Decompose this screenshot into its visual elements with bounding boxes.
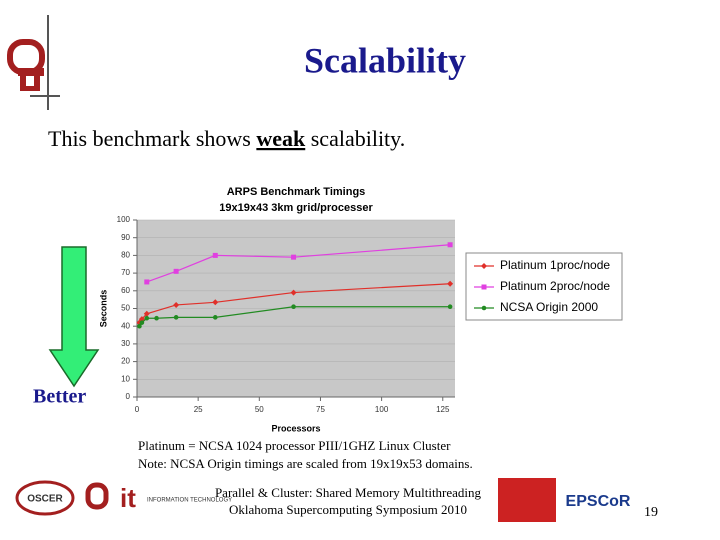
y-tick-label: 50: [121, 304, 130, 313]
body-text: This benchmark shows weak scalability.: [48, 126, 405, 151]
y-tick-label: 80: [121, 251, 130, 260]
ou-logo: [7, 39, 45, 91]
y-tick-label: 10: [121, 374, 130, 383]
marker: [137, 323, 142, 329]
y-tick-label: 60: [121, 286, 130, 295]
text-run: This benchmark shows: [48, 126, 256, 151]
marker: [143, 310, 150, 317]
logo-bar: OSCER it INFORMATION TECHNOLOGY EPSCoR: [15, 478, 631, 522]
marker: [154, 315, 159, 321]
emphasis: weak: [256, 126, 306, 151]
logo-text: OSCER: [27, 494, 63, 505]
chart-title: ARPS Benchmark Timings: [227, 186, 366, 198]
marker: [139, 320, 145, 325]
legend-label: Platinum 2proc/node: [500, 279, 610, 293]
note: Platinum = NCSA 1024 processor PIII/1GHZ…: [138, 438, 451, 453]
marker: [173, 268, 179, 274]
marker: [291, 304, 296, 310]
note: Note: NCSA Origin timings are scaled fro…: [138, 456, 473, 471]
logo-text: INFORMATION TECHNOLOGY: [147, 498, 232, 504]
footer-line: Oklahoma Supercomputing Symposium 2010: [229, 502, 467, 517]
legend-label: NCSA Origin 2000: [500, 300, 598, 314]
marker: [290, 289, 297, 296]
chart: ARPS Benchmark Timings 19x19x43 3km grid/…: [98, 186, 623, 433]
x-tick-label: 50: [255, 405, 264, 414]
marker: [212, 252, 218, 258]
x-tick-label: 0: [135, 405, 140, 414]
x-tick-label: 125: [436, 405, 450, 414]
y-tick-label: 90: [121, 233, 130, 242]
marker: [173, 301, 180, 308]
marker: [291, 254, 297, 260]
y-tick-label: 30: [121, 339, 130, 348]
marker: [481, 263, 487, 269]
y-tick-label: 70: [121, 268, 130, 277]
logo-mark: it: [120, 483, 136, 513]
marker: [212, 299, 219, 306]
marker: [447, 280, 454, 287]
y-tick-label: 100: [117, 215, 131, 224]
arrow-label: Better: [33, 386, 86, 408]
text-run: scalability.: [305, 126, 405, 151]
y-tick-label: 40: [121, 321, 130, 330]
logo-box: [498, 478, 556, 522]
marker: [481, 305, 487, 311]
slide-title: Scalability: [304, 40, 466, 80]
x-tick-label: 100: [375, 405, 389, 414]
x-axis-label: Processors: [271, 423, 320, 433]
marker: [144, 279, 150, 285]
x-tick-label: 75: [316, 405, 325, 414]
legend-label: Platinum 1proc/node: [500, 258, 610, 272]
marker: [481, 284, 487, 290]
marker: [447, 242, 453, 248]
page-number: 19: [644, 505, 658, 520]
chart-subtitle: 19x19x43 3km grid/processer: [219, 202, 373, 214]
marker: [173, 315, 179, 320]
y-tick-label: 0: [126, 392, 131, 401]
y-axis-label: Seconds: [98, 290, 108, 328]
logo-text: EPSCoR: [566, 493, 631, 510]
y-tick-label: 20: [121, 357, 130, 366]
marker: [447, 304, 453, 310]
marker: [212, 315, 218, 320]
x-tick-label: 25: [194, 405, 203, 414]
footer-line: Parallel & Cluster: Shared Memory Multit…: [215, 485, 482, 500]
marker: [144, 315, 150, 321]
better-arrow: [48, 246, 100, 388]
